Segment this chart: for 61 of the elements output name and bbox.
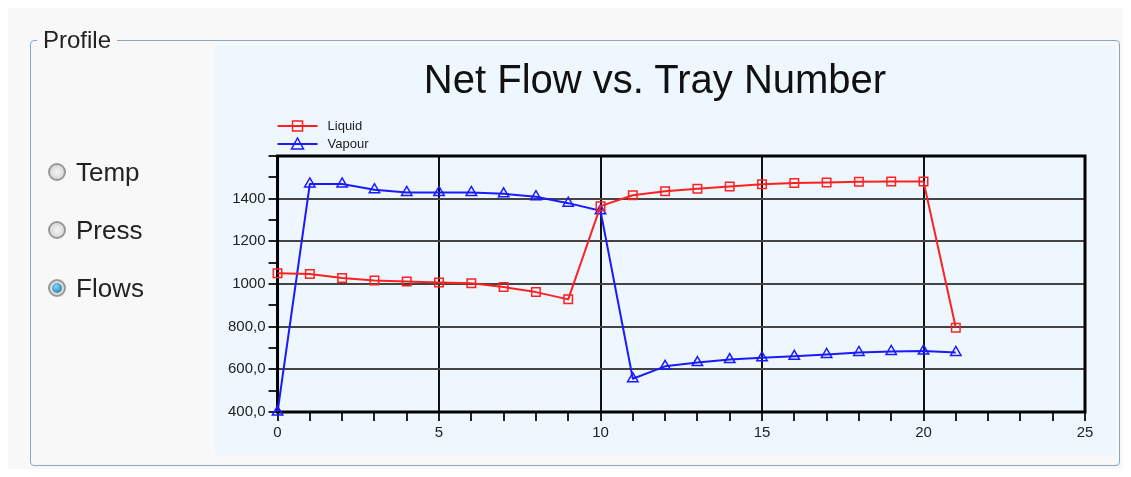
point [337,273,348,284]
point [272,268,283,279]
text: Press [76,214,143,246]
point [821,177,832,188]
y-tick-label: 1400 [232,188,266,206]
point [497,187,510,198]
legend-label: Vapour [327,135,370,151]
y-tick-label: 600,0 [227,359,266,377]
point [949,345,962,357]
text: Flows [76,272,144,304]
point [626,371,639,383]
point [691,355,704,367]
point [757,179,768,190]
point [434,277,445,288]
x-tick-label: 20 [915,423,932,441]
point [886,176,897,187]
point [562,196,575,207]
point [336,177,349,188]
chart-title: Net Flow vs. Tray Number [423,57,887,102]
point [627,190,638,201]
point [789,178,800,189]
text: Profile [42,26,113,54]
point [820,347,833,359]
point [303,177,316,188]
y-tick-label: 800,0 [227,316,266,334]
y-tick-label: 1000 [232,274,266,292]
point [917,344,930,355]
point [756,351,768,362]
legend-label: Liquid [327,117,363,133]
point [400,185,413,197]
point [433,185,445,197]
point [563,294,574,305]
text: Temp [76,156,140,188]
point [950,322,961,333]
point [724,181,735,192]
x-tick-label: 0 [273,423,282,441]
point [466,278,477,289]
point [271,405,284,416]
y-tick-label: 1200 [232,231,266,249]
x-tick-label: 10 [592,423,609,441]
point [529,190,542,201]
point [918,176,929,187]
x-tick-label: 25 [1076,423,1094,441]
point [465,185,478,197]
point [852,345,865,357]
point [401,276,412,287]
point [692,183,703,194]
point [368,182,381,194]
point [659,359,672,371]
x-tick-label: 5 [434,423,444,441]
point [853,176,864,187]
x-tick-label: 15 [753,423,771,441]
y-tick-label: 400,0 [227,402,266,420]
point [498,281,509,292]
point [660,186,671,197]
point [304,268,315,279]
point [723,352,736,364]
point [530,287,541,298]
point [369,275,380,286]
point [788,349,801,361]
point [885,344,898,356]
